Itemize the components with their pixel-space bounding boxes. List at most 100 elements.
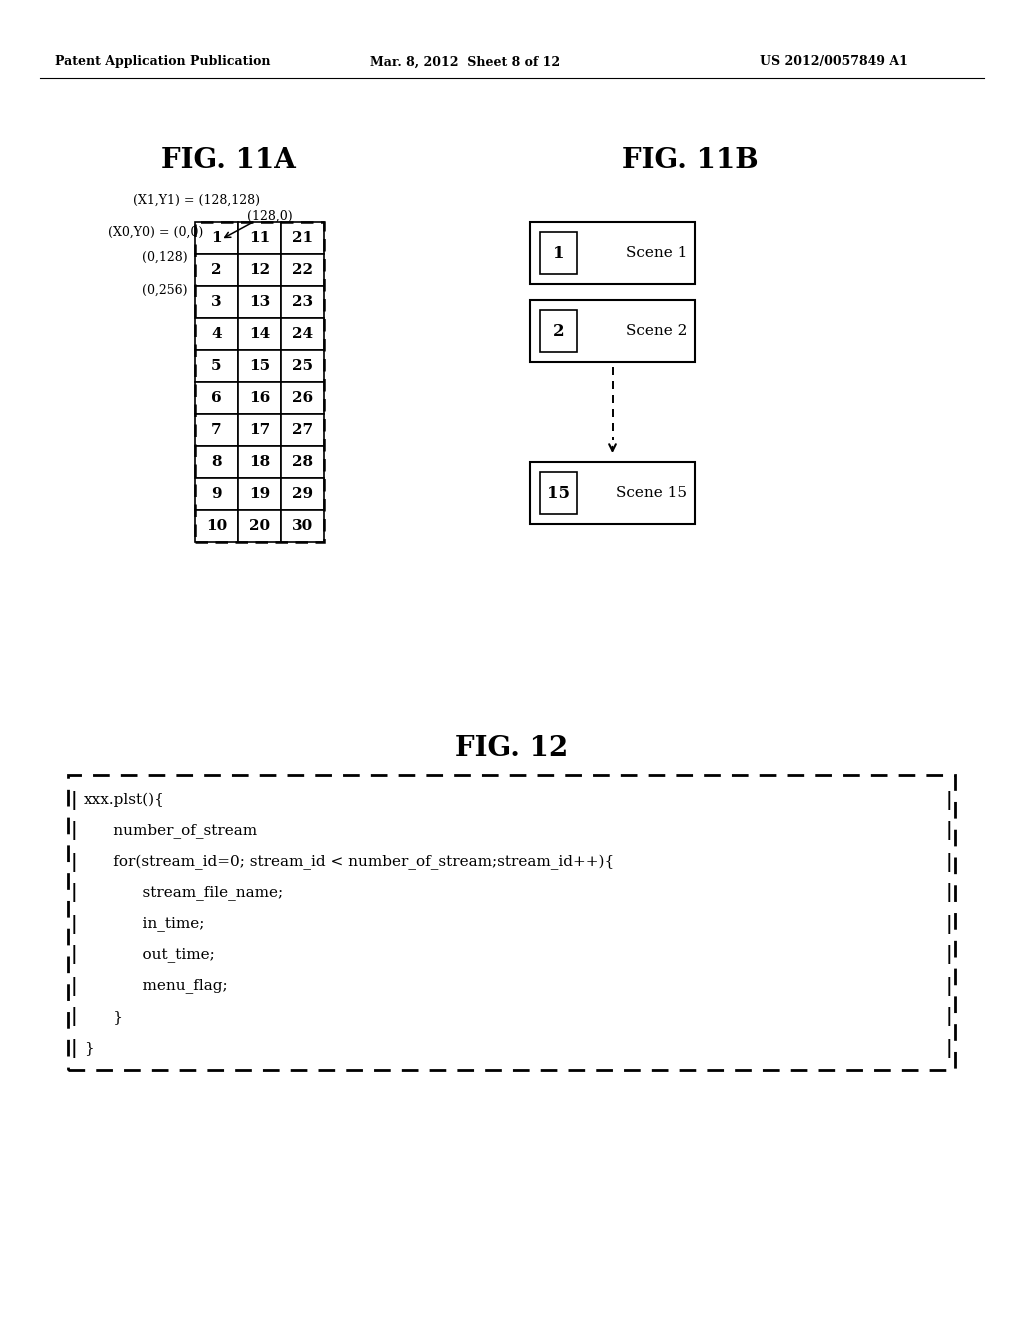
Text: 18: 18 <box>249 455 270 469</box>
Bar <box>238 286 281 318</box>
Text: 2: 2 <box>553 322 564 339</box>
Text: 11: 11 <box>249 231 270 246</box>
Bar <box>238 318 281 350</box>
Text: |: | <box>946 1007 952 1027</box>
Text: 15: 15 <box>547 484 570 502</box>
Text: FIG. 11A: FIG. 11A <box>161 147 296 173</box>
Text: 16: 16 <box>249 391 270 405</box>
Text: }: } <box>84 1041 94 1055</box>
Text: 28: 28 <box>292 455 313 469</box>
Text: |: | <box>946 821 952 841</box>
Text: (X1,Y1) = (128,128): (X1,Y1) = (128,128) <box>133 194 260 206</box>
Text: (0,128): (0,128) <box>142 251 187 264</box>
Text: |: | <box>71 977 78 995</box>
Text: |: | <box>946 945 952 965</box>
Text: 26: 26 <box>292 391 313 405</box>
Bar <box>281 414 324 446</box>
Text: (X0,Y0) = (0,0): (X0,Y0) = (0,0) <box>108 226 203 239</box>
Text: 4: 4 <box>211 327 222 341</box>
Bar <box>281 253 324 286</box>
Text: 9: 9 <box>211 487 222 502</box>
Text: out_time;: out_time; <box>84 948 215 962</box>
Text: 3: 3 <box>211 294 222 309</box>
Text: 27: 27 <box>292 422 313 437</box>
Bar <box>281 381 324 414</box>
Bar <box>281 222 324 253</box>
Text: Scene 2: Scene 2 <box>626 323 687 338</box>
Bar <box>238 478 281 510</box>
Bar <box>195 318 238 350</box>
Text: 1: 1 <box>211 231 222 246</box>
Text: 13: 13 <box>249 294 270 309</box>
Bar <box>530 462 695 524</box>
Bar <box>195 381 238 414</box>
Bar <box>238 510 281 543</box>
Text: FIG. 12: FIG. 12 <box>456 734 568 762</box>
Text: |: | <box>946 883 952 903</box>
Bar <box>281 318 324 350</box>
Text: 15: 15 <box>249 359 270 374</box>
Text: 30: 30 <box>292 519 313 533</box>
Text: 14: 14 <box>249 327 270 341</box>
Bar <box>281 478 324 510</box>
Text: }: } <box>84 1010 123 1024</box>
Bar <box>195 414 238 446</box>
Bar <box>281 510 324 543</box>
Text: |: | <box>71 791 78 809</box>
Bar <box>238 414 281 446</box>
Bar <box>540 473 577 513</box>
Text: 25: 25 <box>292 359 313 374</box>
Text: |: | <box>946 977 952 995</box>
Bar <box>195 478 238 510</box>
Text: number_of_stream: number_of_stream <box>84 824 257 838</box>
Bar <box>281 286 324 318</box>
Bar <box>238 350 281 381</box>
Text: 29: 29 <box>292 487 313 502</box>
Text: 12: 12 <box>249 263 270 277</box>
Text: 20: 20 <box>249 519 270 533</box>
Text: |: | <box>946 915 952 933</box>
Text: 1: 1 <box>553 244 564 261</box>
Text: Scene 15: Scene 15 <box>616 486 687 500</box>
Text: FIG. 11B: FIG. 11B <box>622 147 759 173</box>
Text: |: | <box>71 853 78 871</box>
Bar <box>281 350 324 381</box>
Bar <box>68 775 955 1071</box>
Bar <box>238 446 281 478</box>
Text: US 2012/0057849 A1: US 2012/0057849 A1 <box>760 55 908 69</box>
Bar <box>281 446 324 478</box>
Bar <box>530 222 695 284</box>
Text: 22: 22 <box>292 263 313 277</box>
Text: xxx.plst(){: xxx.plst(){ <box>84 793 165 808</box>
Text: 21: 21 <box>292 231 313 246</box>
Text: 6: 6 <box>211 391 222 405</box>
Text: 8: 8 <box>211 455 222 469</box>
Text: menu_flag;: menu_flag; <box>84 978 227 994</box>
Bar <box>238 222 281 253</box>
Bar <box>195 222 324 543</box>
Text: |: | <box>71 883 78 903</box>
Text: 17: 17 <box>249 422 270 437</box>
Text: |: | <box>946 853 952 871</box>
Text: Patent Application Publication: Patent Application Publication <box>55 55 270 69</box>
Bar <box>540 232 577 275</box>
Bar <box>195 446 238 478</box>
Text: 5: 5 <box>211 359 222 374</box>
Bar <box>195 510 238 543</box>
Text: |: | <box>71 915 78 933</box>
Text: 10: 10 <box>206 519 227 533</box>
Text: |: | <box>71 821 78 841</box>
Text: |: | <box>946 1039 952 1057</box>
Text: 19: 19 <box>249 487 270 502</box>
Text: 2: 2 <box>211 263 222 277</box>
Bar <box>195 253 238 286</box>
Text: for(stream_id=0; stream_id < number_of_stream;stream_id++){: for(stream_id=0; stream_id < number_of_s… <box>84 854 614 870</box>
Bar <box>195 286 238 318</box>
Text: in_time;: in_time; <box>84 916 205 932</box>
Text: |: | <box>71 945 78 965</box>
Bar <box>238 253 281 286</box>
Text: |: | <box>946 791 952 809</box>
Bar <box>540 310 577 352</box>
Bar <box>238 381 281 414</box>
Text: stream_file_name;: stream_file_name; <box>84 886 283 900</box>
